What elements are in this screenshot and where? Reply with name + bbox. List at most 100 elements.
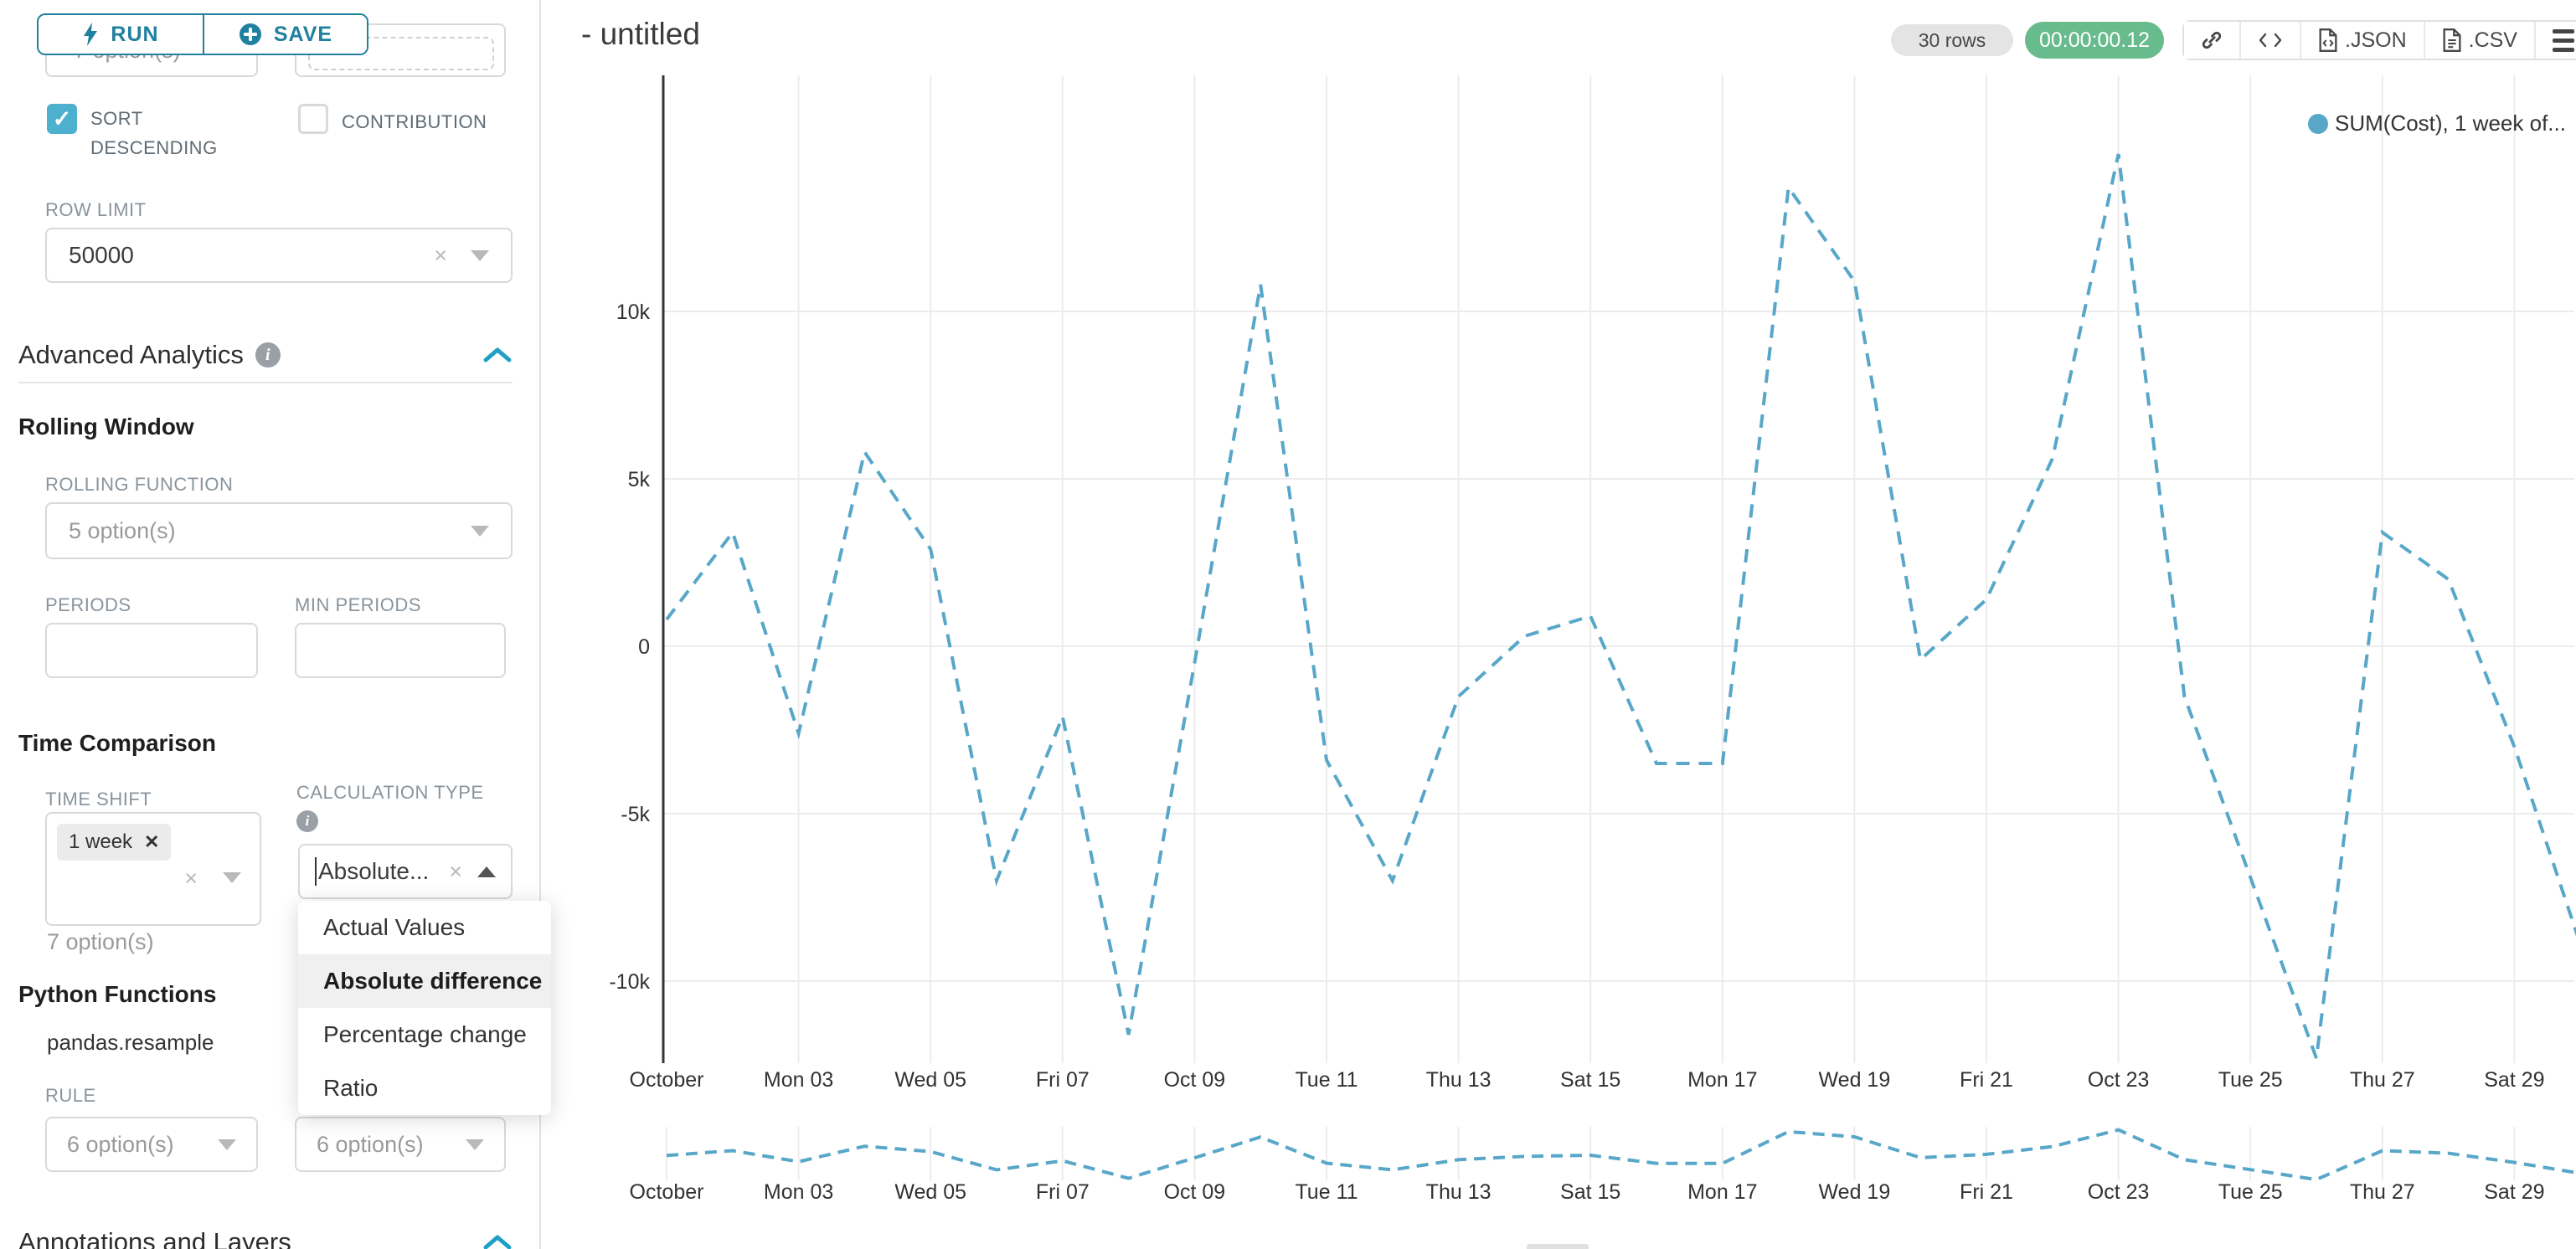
- calculation-type-value: Absolute...: [318, 858, 430, 884]
- row-limit-select[interactable]: 50000 ×: [45, 228, 513, 283]
- menu-item-absolute-difference[interactable]: Absolute difference: [298, 954, 551, 1008]
- x-axis-tick-label: Fri 21: [1960, 1068, 2013, 1092]
- annotations-layers-header[interactable]: Annotations and Layers: [18, 1227, 513, 1249]
- info-icon[interactable]: i: [296, 810, 318, 832]
- menu-item-actual-values[interactable]: Actual Values: [323, 914, 466, 940]
- sort-descending-label: SORT DESCENDING: [90, 108, 218, 159]
- chevron-up-icon: [477, 866, 496, 877]
- run-button-label: RUN: [111, 22, 159, 46]
- advanced-analytics-header[interactable]: Advanced Analytics i: [18, 340, 513, 370]
- mini-x-axis-tick-label: Thu 27: [2350, 1180, 2415, 1204]
- chart-title[interactable]: - untitled: [581, 17, 700, 51]
- rule-label: RULE: [45, 1085, 96, 1106]
- menu-item-ratio[interactable]: Ratio: [323, 1075, 379, 1101]
- chevron-up-icon[interactable]: [482, 1232, 513, 1249]
- chart-gridlines: [663, 75, 2574, 1063]
- csv-button-label: .CSV: [2468, 28, 2517, 52]
- advanced-analytics-title: Advanced Analytics: [18, 340, 244, 369]
- clear-icon[interactable]: ×: [434, 242, 447, 268]
- mini-x-axis-tick-label: Oct 09: [1164, 1180, 1226, 1204]
- mini-x-axis-tick-label: Fri 07: [1036, 1180, 1090, 1204]
- chevron-down-icon: [223, 872, 241, 883]
- calculation-type-label: CALCULATION TYPE: [296, 782, 484, 803]
- x-axis-tick-label: Wed 05: [894, 1068, 966, 1092]
- chart-axes: 10k 5k 0 -5k -10k October Mon 03 Wed 05 Fri 07 Oc…: [609, 75, 2545, 1092]
- mini-preview-chart[interactable]: October Mon 03 Wed 05 Fri 07 Oct 09 Tue 11 Thu…: [630, 1127, 2576, 1204]
- mini-x-axis-tick-label: October: [630, 1180, 704, 1204]
- chart-menu-button[interactable]: [2533, 22, 2576, 59]
- pandas-resample-label: pandas.resample: [47, 1030, 214, 1055]
- save-button-label: SAVE: [273, 22, 333, 46]
- json-button-label: .JSON: [2345, 28, 2407, 52]
- query-timer-badge: 00:00:00.12: [2025, 22, 2164, 59]
- x-axis-tick-label: Thu 13: [1426, 1068, 1492, 1092]
- mini-x-axis-tick-label: Mon 03: [764, 1180, 833, 1204]
- chevron-down-icon: [471, 249, 489, 261]
- text-cursor: [315, 857, 317, 886]
- mini-x-axis-tick-label: Oct 23: [2088, 1180, 2150, 1204]
- mini-x-axis-tick-label: Wed 05: [894, 1180, 966, 1204]
- row-limit-label: ROW LIMIT: [45, 199, 147, 220]
- run-button[interactable]: RUN: [39, 15, 203, 54]
- x-axis-tick-label: Sat 15: [1560, 1068, 1620, 1092]
- rule-select[interactable]: 6 option(s): [45, 1117, 258, 1172]
- menu-item-percentage-change[interactable]: Percentage change: [323, 1021, 527, 1047]
- min-periods-input[interactable]: [295, 623, 506, 678]
- export-button-group: .JSON .CSV: [2182, 20, 2576, 60]
- chevron-down-icon: [218, 1138, 236, 1150]
- chevron-down-icon: [471, 525, 489, 537]
- rolling-function-select[interactable]: 5 option(s): [45, 502, 513, 559]
- mini-x-axis-tick-label: Wed 19: [1819, 1180, 1891, 1204]
- contribution-control[interactable]: CONTRIBUTION: [298, 104, 533, 136]
- legend-series-label: SUM(Cost), 1 week of...: [2335, 111, 2566, 136]
- x-axis-tick-label: Mon 03: [764, 1068, 833, 1092]
- periods-label: PERIODS: [45, 594, 131, 615]
- calculation-type-dropdown-menu: Actual Values Absolute difference Percen…: [298, 901, 551, 1115]
- lightning-icon: [84, 23, 98, 46]
- sort-descending-control[interactable]: ✓ SORT DESCENDING: [47, 104, 256, 162]
- time-shift-tag-label: 1 week: [69, 830, 133, 853]
- rolling-function-value: 5 option(s): [69, 517, 176, 543]
- clear-icon[interactable]: ×: [184, 866, 198, 891]
- periods-input[interactable]: [45, 623, 258, 678]
- clear-icon[interactable]: ×: [449, 858, 462, 884]
- file-text-icon: [2443, 28, 2461, 52]
- chevron-up-icon[interactable]: [482, 345, 513, 365]
- x-axis-tick-label: Wed 19: [1819, 1068, 1891, 1092]
- export-csv-button[interactable]: .CSV: [2423, 22, 2534, 59]
- x-axis-tick-label: Fri 07: [1036, 1068, 1090, 1092]
- info-icon[interactable]: i: [255, 342, 281, 368]
- x-axis-tick-label: Oct 09: [1164, 1068, 1226, 1092]
- mini-x-axis-tick-label: Sat 15: [1560, 1180, 1620, 1204]
- time-shift-tag: 1 week ✕: [57, 824, 172, 861]
- annotations-layers-title: Annotations and Layers: [18, 1227, 291, 1249]
- export-json-button[interactable]: .JSON: [2300, 22, 2424, 59]
- plus-circle-icon: [239, 23, 261, 45]
- resample-method-select[interactable]: 6 option(s): [295, 1117, 506, 1172]
- x-axis-tick-label: Thu 27: [2350, 1068, 2415, 1092]
- time-shift-multiselect[interactable]: 1 week ✕ ×: [45, 812, 261, 926]
- mini-x-axis-tick-label: Mon 17: [1687, 1180, 1757, 1204]
- legend-series-dot: [2308, 113, 2328, 134]
- mini-chart-brush-handle[interactable]: [1527, 1244, 1589, 1249]
- contribution-checkbox[interactable]: [298, 104, 328, 134]
- file-code-icon: [2319, 28, 2337, 52]
- save-button[interactable]: SAVE: [203, 15, 367, 54]
- section-divider: [18, 382, 513, 383]
- mini-x-axis-tick-label: Sat 29: [2484, 1180, 2544, 1204]
- tag-remove-icon[interactable]: ✕: [144, 831, 160, 852]
- contribution-label: CONTRIBUTION: [342, 111, 487, 132]
- copy-link-button[interactable]: [2184, 22, 2239, 59]
- x-axis-tick-label: October: [630, 1068, 704, 1092]
- time-shift-label: TIME SHIFT: [45, 789, 152, 810]
- link-icon: [2202, 31, 2222, 49]
- view-query-button[interactable]: [2239, 22, 2300, 59]
- mini-x-axis-tick-label: Tue 25: [2218, 1180, 2283, 1204]
- row-limit-value: 50000: [69, 242, 134, 268]
- cost-diff-dashed-line: [665, 153, 2576, 1059]
- sort-descending-checkbox[interactable]: ✓: [47, 104, 77, 134]
- chart-legend[interactable]: SUM(Cost), 1 week of...: [2308, 111, 2566, 136]
- calculation-type-select[interactable]: Absolute... ×: [298, 844, 513, 899]
- hamburger-icon: [2552, 28, 2574, 52]
